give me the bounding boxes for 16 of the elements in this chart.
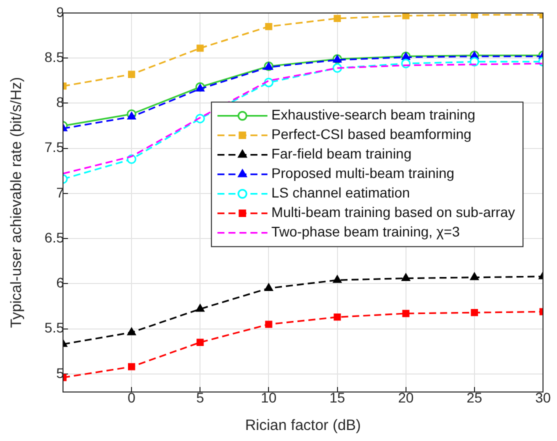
legend-label: Proposed multi-beam training <box>271 165 454 182</box>
x-tick-label: 30 <box>535 389 551 406</box>
x-tick-label: 15 <box>329 389 346 406</box>
legend-label: Exhaustive-search beam training <box>271 106 476 123</box>
y-axis-title: Typical-user achievable rate (bit/s/Hz) <box>8 77 26 328</box>
legend-label: Two-phase beam training, χ=3 <box>271 224 460 240</box>
x-tick-label: 20 <box>398 389 414 406</box>
legend-label: Multi-beam training based on sub-array <box>271 204 516 220</box>
x-axis-title: Rician factor (dB) <box>245 417 361 434</box>
legend-label: Perfect-CSI based beamforming <box>271 126 472 142</box>
x-tick-label: 10 <box>260 389 277 406</box>
x-tick-label: 25 <box>466 389 482 406</box>
legend-label: Far-field beam training <box>271 146 412 162</box>
x-tick-label: 0 <box>128 389 136 406</box>
x-tick-label: 5 <box>196 389 204 406</box>
legend-label: LS channel eatimation <box>271 184 410 201</box>
